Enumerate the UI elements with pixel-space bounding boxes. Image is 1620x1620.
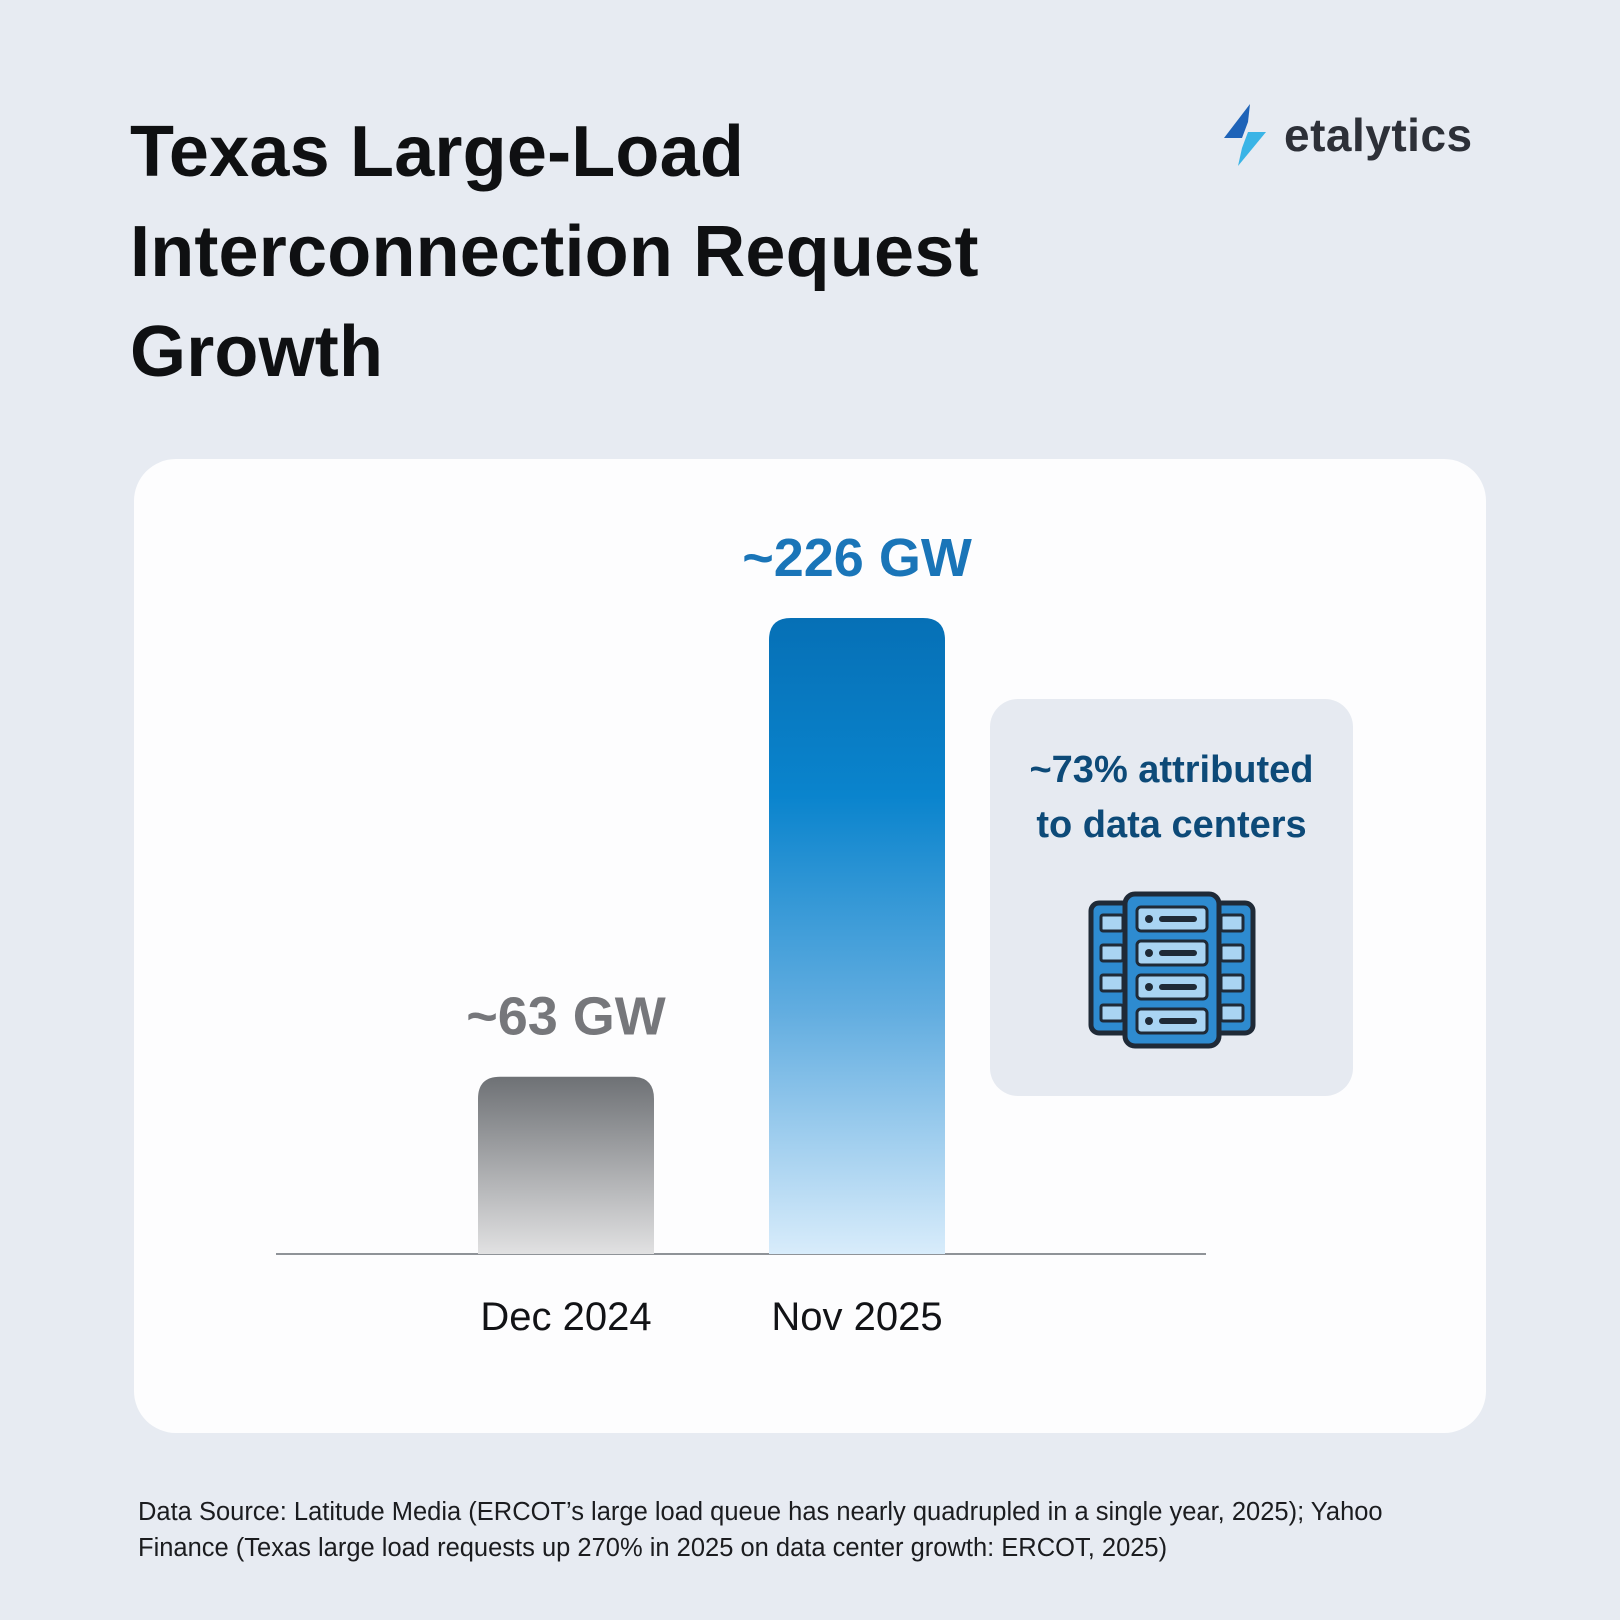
logo-text: etalytics [1284, 109, 1473, 161]
lightning-bolt-icon [1224, 104, 1266, 166]
server-rack-icon [1088, 891, 1255, 1049]
data-source-note: Data Source: Latitude Media (ERCOT’s lar… [138, 1498, 1383, 1562]
page-title: Texas Large-Load Interconnection Request… [130, 112, 979, 392]
x-tick-label-dec-2024: Dec 2024 [480, 1295, 651, 1339]
bar-chart: ~63 GW Dec 2024 ~226 GW Nov 2025 [276, 528, 1206, 1339]
value-label-nov-2025: ~226 GW [742, 528, 972, 588]
etalytics-logo: etalytics [1218, 100, 1473, 170]
callout-text: ~73% attributed to data centers [1029, 749, 1314, 846]
chart-card: ~63 GW Dec 2024 ~226 GW Nov 2025 ~73% attri… [134, 459, 1486, 1433]
x-tick-label-nov-2025: Nov 2025 [771, 1295, 942, 1339]
bar-dec-2024 [478, 1076, 654, 1254]
value-label-dec-2024: ~63 GW [466, 987, 666, 1047]
data-center-callout: ~73% attributed to data centers [990, 699, 1353, 1096]
bar-nov-2025 [769, 618, 945, 1254]
